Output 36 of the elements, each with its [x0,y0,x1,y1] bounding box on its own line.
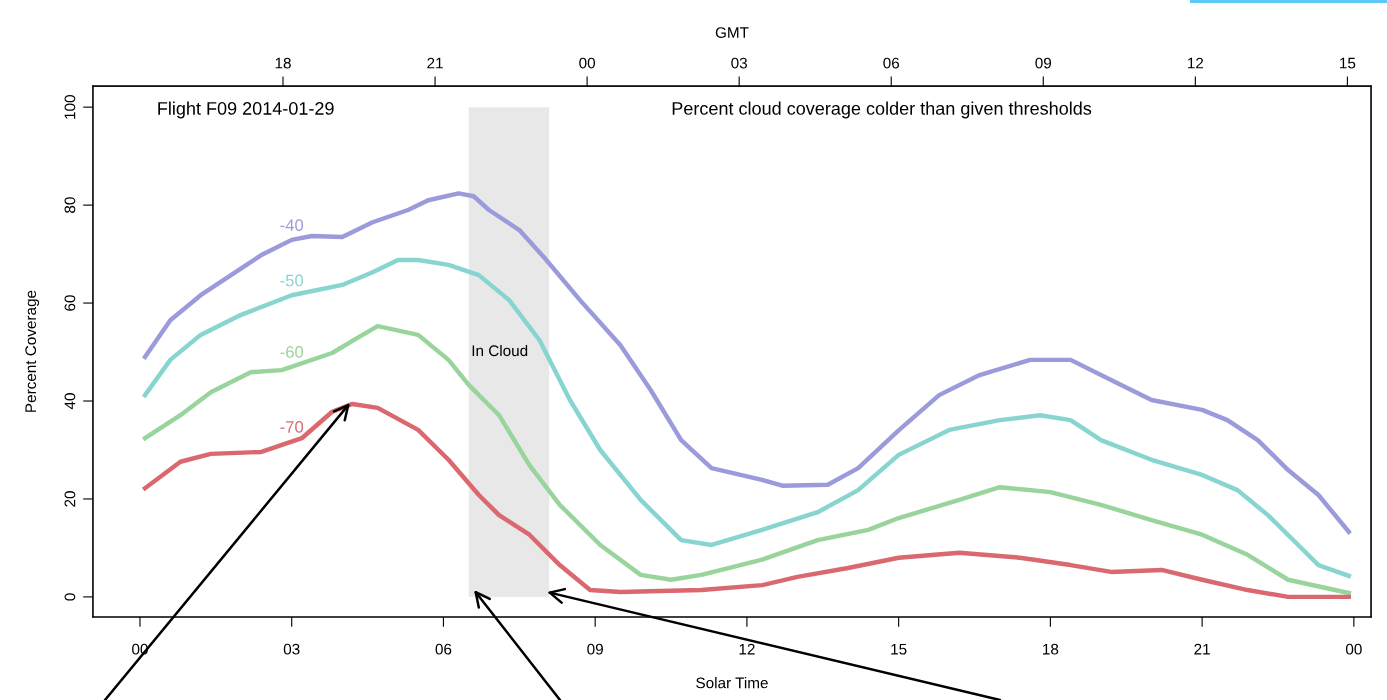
text: Flight F09 2014-01-29 [158,101,334,119]
x2-tick-label: 03 [731,57,747,69]
line-series [142,401,1352,600]
x-tick-label: 15 [891,643,907,655]
text: Percent cloud coverage colder than given thresholds [672,101,1092,119]
line-series [142,191,1352,534]
series-label: -40 [280,219,304,232]
x2-tick-label: 06 [883,57,900,69]
x-tick-label: 03 [283,643,300,655]
x2-tick-label: 12 [1188,57,1204,69]
x2-tick-label: 00 [579,57,596,69]
y-tick-label: 80 [64,197,76,213]
x2-axis-title: GMT [715,27,749,38]
x-tick-label: 00 [1345,643,1362,655]
x-tick-label: 21 [1194,643,1210,655]
y-tick-label: 20 [64,491,76,507]
x2-tick-label: 18 [275,57,291,69]
x-tick-label: 12 [739,643,755,655]
band-label: In Cloud [472,344,528,357]
x-tick-label: 09 [587,643,603,655]
y-tick-label: 60 [64,295,76,311]
x2-tick-label: 15 [1340,57,1356,69]
x-tick-label: 18 [1043,643,1059,655]
series-label: -70 [280,421,304,433]
x-axis-title: Solar Time [696,677,768,689]
y-tick-label: 100 [64,95,76,119]
x2-tick-label: 21 [427,57,443,69]
line-series [142,323,1352,596]
line-series [142,257,1352,579]
x2-tick-label: 09 [1035,57,1052,69]
y-axis-title: Percent Coverage [25,290,40,412]
series-label: -60 [280,346,304,358]
x-tick-label: 06 [435,643,452,655]
y-tick-label: 40 [64,393,76,410]
series-label: -50 [280,274,304,287]
y-tick-label: 0 [64,593,76,601]
